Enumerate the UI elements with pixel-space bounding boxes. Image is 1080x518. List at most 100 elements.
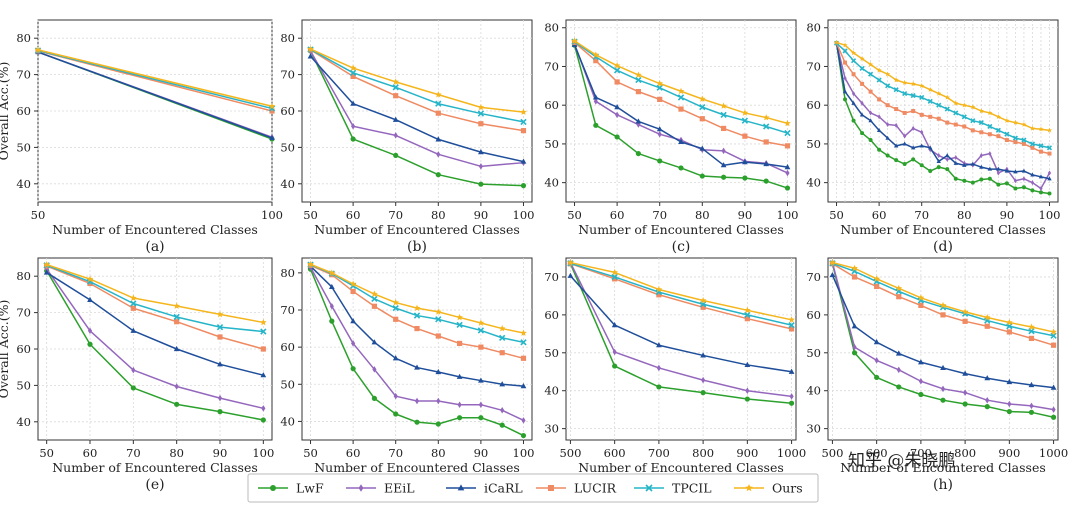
point-marker: [478, 415, 483, 420]
point-marker: [869, 90, 873, 94]
point-marker: [612, 363, 617, 368]
x-tick-label: 70: [388, 446, 403, 460]
point-marker: [896, 294, 901, 299]
point-marker: [886, 154, 890, 158]
chart-panel-d: 50 60 70 80 90 1004050607080Number of Encount…: [806, 20, 1060, 255]
y-tick-label: 60: [806, 98, 821, 112]
point-marker: [1007, 329, 1012, 334]
point-marker: [954, 177, 958, 181]
chart-panel-c: 50 60 70 80 90 1004050607080Number of Encount…: [544, 20, 798, 255]
x-tick-label: 90: [474, 208, 489, 222]
point-marker: [764, 178, 769, 183]
point-marker: [869, 138, 873, 142]
y-tick-label: 60: [544, 98, 559, 112]
point-marker: [270, 485, 276, 491]
y-tick-label: 40: [806, 176, 821, 190]
x-tick-label: 900: [736, 446, 758, 460]
point-marker: [874, 284, 879, 289]
point-marker: [478, 182, 483, 187]
point-marker: [886, 103, 890, 107]
point-marker: [1007, 409, 1012, 414]
point-marker: [700, 173, 705, 178]
point-marker: [852, 350, 857, 355]
point-marker: [414, 326, 419, 331]
point-marker: [548, 485, 554, 491]
point-marker: [436, 111, 441, 116]
point-marker: [745, 396, 750, 401]
point-marker: [414, 420, 419, 425]
point-marker: [920, 113, 924, 117]
x-tick-label: 500: [559, 446, 581, 460]
x-tick-label: 80: [957, 208, 972, 222]
point-marker: [979, 178, 983, 182]
point-marker: [700, 116, 705, 121]
legend-label: Ours: [772, 481, 803, 496]
x-tick-label: 50: [303, 208, 318, 222]
point-marker: [457, 415, 462, 420]
x-tick-label: 100: [513, 208, 535, 222]
y-tick-label: 50: [544, 137, 559, 151]
x-tick-label: 70: [388, 208, 403, 222]
y-tick-label: 50: [280, 377, 295, 391]
point-marker: [996, 134, 1000, 138]
point-marker: [894, 107, 898, 111]
legend-box: [248, 474, 818, 502]
point-marker: [636, 151, 641, 156]
point-marker: [1030, 188, 1034, 192]
y-tick-label: 60: [280, 340, 295, 354]
point-marker: [860, 82, 864, 86]
point-marker: [918, 392, 923, 397]
x-axis-label: Number of Encountered Classes: [314, 222, 520, 237]
point-marker: [615, 79, 620, 84]
x-tick-label: 100: [777, 208, 799, 222]
x-tick-label: 60: [346, 208, 361, 222]
point-marker: [971, 181, 975, 185]
y-tick-label: 80: [806, 21, 821, 35]
x-tick-label: 800: [692, 446, 714, 460]
plot-frame: [566, 258, 796, 440]
y-tick-label: 60: [16, 342, 31, 356]
point-marker: [852, 274, 857, 279]
x-axis-label: Number of Encountered Classes: [52, 460, 258, 475]
y-tick-label: 70: [806, 270, 821, 284]
y-tick-label: 60: [806, 308, 821, 322]
point-marker: [217, 409, 222, 414]
point-marker: [657, 158, 662, 163]
point-marker: [500, 423, 505, 428]
point-marker: [860, 131, 864, 135]
point-marker: [985, 324, 990, 329]
point-marker: [1029, 336, 1034, 341]
point-marker: [963, 319, 968, 324]
panel-label: (b): [407, 239, 427, 255]
x-tick-label: 50: [39, 446, 54, 460]
y-tick-label: 80: [280, 266, 295, 280]
panel-label: (d): [933, 239, 953, 255]
y-tick-label: 40: [280, 414, 295, 428]
point-marker: [963, 401, 968, 406]
x-tick-label: 50: [567, 208, 582, 222]
x-tick-label: 100: [1039, 208, 1061, 222]
x-axis-label: Number of Encountered Classes: [52, 222, 258, 237]
point-marker: [940, 398, 945, 403]
x-tick-label: 70: [914, 208, 929, 222]
x-tick-label: 60: [346, 446, 361, 460]
x-tick-label: 70: [126, 446, 141, 460]
point-marker: [436, 172, 441, 177]
x-tick-label: 50: [303, 446, 318, 460]
point-marker: [521, 433, 526, 438]
y-tick-label: 80: [280, 31, 295, 45]
point-marker: [789, 401, 794, 406]
point-marker: [678, 165, 683, 170]
point-marker: [217, 334, 222, 339]
point-marker: [1005, 181, 1009, 185]
point-marker: [962, 179, 966, 183]
y-tick-label: 70: [806, 59, 821, 73]
y-tick-label: 70: [544, 270, 559, 284]
y-tick-label: 50: [16, 378, 31, 392]
point-marker: [457, 341, 462, 346]
point-marker: [937, 165, 941, 169]
plot-frame: [302, 258, 532, 440]
point-marker: [785, 185, 790, 190]
chart-panel-a: 50 1004050607080Number of Encountered Cla…: [0, 20, 283, 255]
y-tick-label: 30: [806, 422, 821, 436]
